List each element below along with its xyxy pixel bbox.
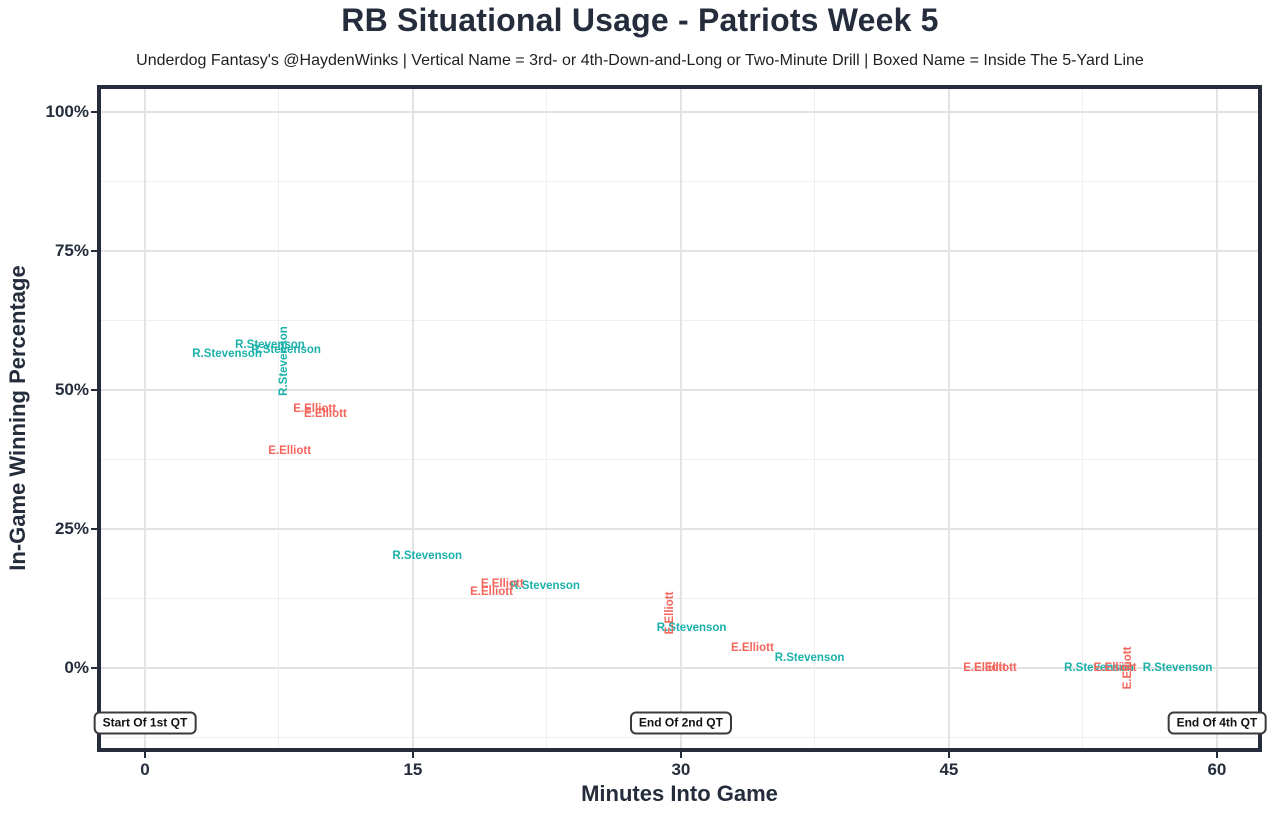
data-label-e-elliott: E.Elliott [963,661,1007,674]
x-tick-label: 0 [140,760,150,779]
data-label-r-stevenson: R.Stevenson [1142,661,1213,674]
y-tick-label: 0% [64,657,89,677]
gridline-x-major [947,89,950,748]
data-label-e-elliott: E.Elliott [973,661,1017,674]
gridline-y-minor [101,736,1258,738]
y-tick-label: 25% [54,518,89,538]
y-axis-tick [91,249,97,252]
annotation-box: Start Of 1st QT [93,711,197,735]
annotation-box: End Of 4th QT [1167,711,1267,735]
gridline-y-major [101,527,1258,530]
x-tick-label: 45 [939,760,959,779]
data-label-e-elliott: E.Elliott [303,407,347,420]
x-axis-tick [679,752,682,758]
y-axis-tick [91,110,97,113]
data-label-r-stevenson: R.Stevenson [278,326,291,396]
gridline-x-minor [814,89,816,748]
data-label-r-stevenson: R.Stevenson [192,347,262,360]
gridline-x-minor [278,89,280,748]
x-axis-tick [1215,752,1218,758]
gridline-y-major [101,249,1258,252]
chart-subtitle: Underdog Fantasy's @HaydenWinks | Vertic… [136,52,1144,69]
gridline-x-major [411,89,414,748]
data-label-e-elliott: E.Elliott [664,591,677,635]
annotation-box: End Of 2nd QT [629,711,732,735]
gridline-y-major [101,666,1258,669]
data-label-r-stevenson: R.Stevenson [656,621,727,634]
gridline-x-major [1215,89,1218,748]
gridline-x-minor [1082,89,1084,748]
data-label-r-stevenson: R.Stevenson [251,343,321,356]
gridline-x-major [143,89,146,748]
y-axis-tick [91,388,97,391]
x-axis-title: Minutes Into Game [581,781,778,806]
data-label-r-stevenson: R.Stevenson [1064,661,1134,674]
chart-panel: 0 15 30 45 60 0% 25% 50% 75% 100% R.Stevenson R.Ste… [46,85,1267,779]
x-tick-label: 15 [403,760,423,779]
y-tick-label: 100% [45,101,89,121]
y-tick-label: 75% [54,240,89,260]
data-label-e-elliott: E.Elliott [480,577,524,590]
y-axis-title: In-Game Winning Percentage [5,265,30,571]
data-label-r-stevenson: R.Stevenson [392,550,463,563]
gridline-x-minor [546,89,548,748]
y-axis-tick [91,666,97,669]
gridline-y-minor [101,180,1258,182]
x-axis-tick [947,752,950,758]
chart-title: RB Situational Usage - Patriots Week 5 [341,2,939,38]
x-axis-tick [411,752,414,758]
x-axis-tick [143,752,146,758]
data-label-r-stevenson: R.Stevenson [774,651,845,664]
x-tick-label: 60 [1207,760,1227,779]
gridline-y-minor [101,597,1258,599]
gridline-x-major [679,89,682,748]
y-tick-label: 50% [54,379,89,399]
gridline-y-major [101,388,1258,391]
data-label-e-elliott: E.Elliott [470,585,513,598]
data-label-e-elliott: E.Elliott [268,445,312,458]
gridline-y-minor [101,319,1258,321]
gridline-y-minor [101,458,1258,460]
data-label-r-stevenson: R.Stevenson [235,338,305,351]
data-label-e-elliott: E.Elliott [730,641,774,654]
data-label-r-stevenson: R.Stevenson [510,580,580,593]
y-axis-tick [91,527,97,530]
data-label-e-elliott: E.Elliott [1121,646,1134,690]
x-tick-label: 30 [671,760,691,779]
gridline-y-major [101,110,1258,113]
data-label-e-elliott: E.Elliott [293,402,337,415]
data-label-e-elliott: E.Elliott [1093,661,1137,674]
